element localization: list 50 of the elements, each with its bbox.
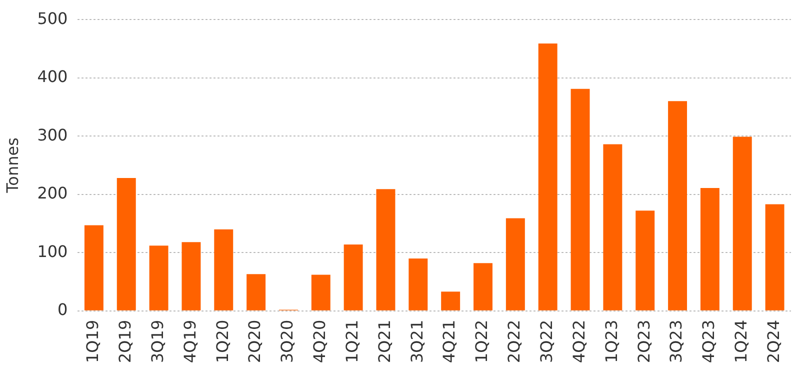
x-tick-label: 1Q22 [472, 320, 492, 364]
bar [376, 189, 396, 310]
bar [474, 263, 492, 310]
x-tick-label: 3Q22 [537, 320, 556, 364]
x-tick-label: 4Q20 [310, 320, 330, 364]
x-tick-label: 2Q19 [116, 320, 135, 364]
bar [84, 225, 104, 310]
bar [668, 101, 688, 310]
x-tick-label: 2Q22 [504, 320, 524, 364]
x-tick-label: 2Q21 [374, 320, 394, 364]
x-tick-label: 4Q21 [440, 320, 459, 364]
y-tick-label: 300 [37, 125, 68, 144]
bar [214, 229, 234, 310]
x-tick-label: 4Q23 [699, 320, 718, 364]
bar [344, 244, 363, 310]
x-tick-label: 4Q22 [569, 320, 588, 364]
y-axis-title: Tonnes [2, 138, 22, 194]
x-tick-label: 1Q24 [732, 320, 751, 364]
x-tick-label: 4Q19 [180, 320, 200, 364]
bar [311, 274, 330, 310]
x-tick-label: 1Q20 [212, 320, 232, 364]
bar [408, 258, 428, 310]
x-tick-label: 2Q23 [634, 320, 654, 364]
y-tick-label: 500 [37, 8, 68, 28]
x-tick-label: 2Q24 [764, 320, 783, 364]
y-tick-label: 400 [37, 67, 68, 86]
bar [246, 274, 266, 310]
bar [765, 204, 784, 310]
bar [603, 144, 622, 310]
bar [441, 292, 460, 310]
bar [116, 178, 136, 310]
y-tick-label: 200 [37, 184, 68, 203]
x-tick-label: 3Q21 [407, 320, 426, 364]
y-tick-label: 100 [37, 242, 68, 261]
y-tick-label: 0 [58, 300, 68, 320]
bar [182, 242, 201, 310]
x-tick-label: 3Q20 [278, 320, 297, 364]
x-tick-label: 2Q20 [245, 320, 264, 364]
x-tick-label: 1Q19 [83, 320, 102, 364]
bar [149, 246, 168, 310]
x-tick-label: 3Q19 [148, 320, 167, 364]
x-tick-label: 3Q23 [666, 320, 686, 364]
bar [570, 88, 590, 310]
x-tick-label: 1Q23 [602, 320, 621, 364]
bar [506, 218, 525, 310]
bar [732, 136, 752, 310]
bar [700, 188, 720, 310]
bar [636, 210, 655, 310]
x-tick-label: 1Q21 [342, 320, 362, 364]
bar [538, 43, 558, 310]
